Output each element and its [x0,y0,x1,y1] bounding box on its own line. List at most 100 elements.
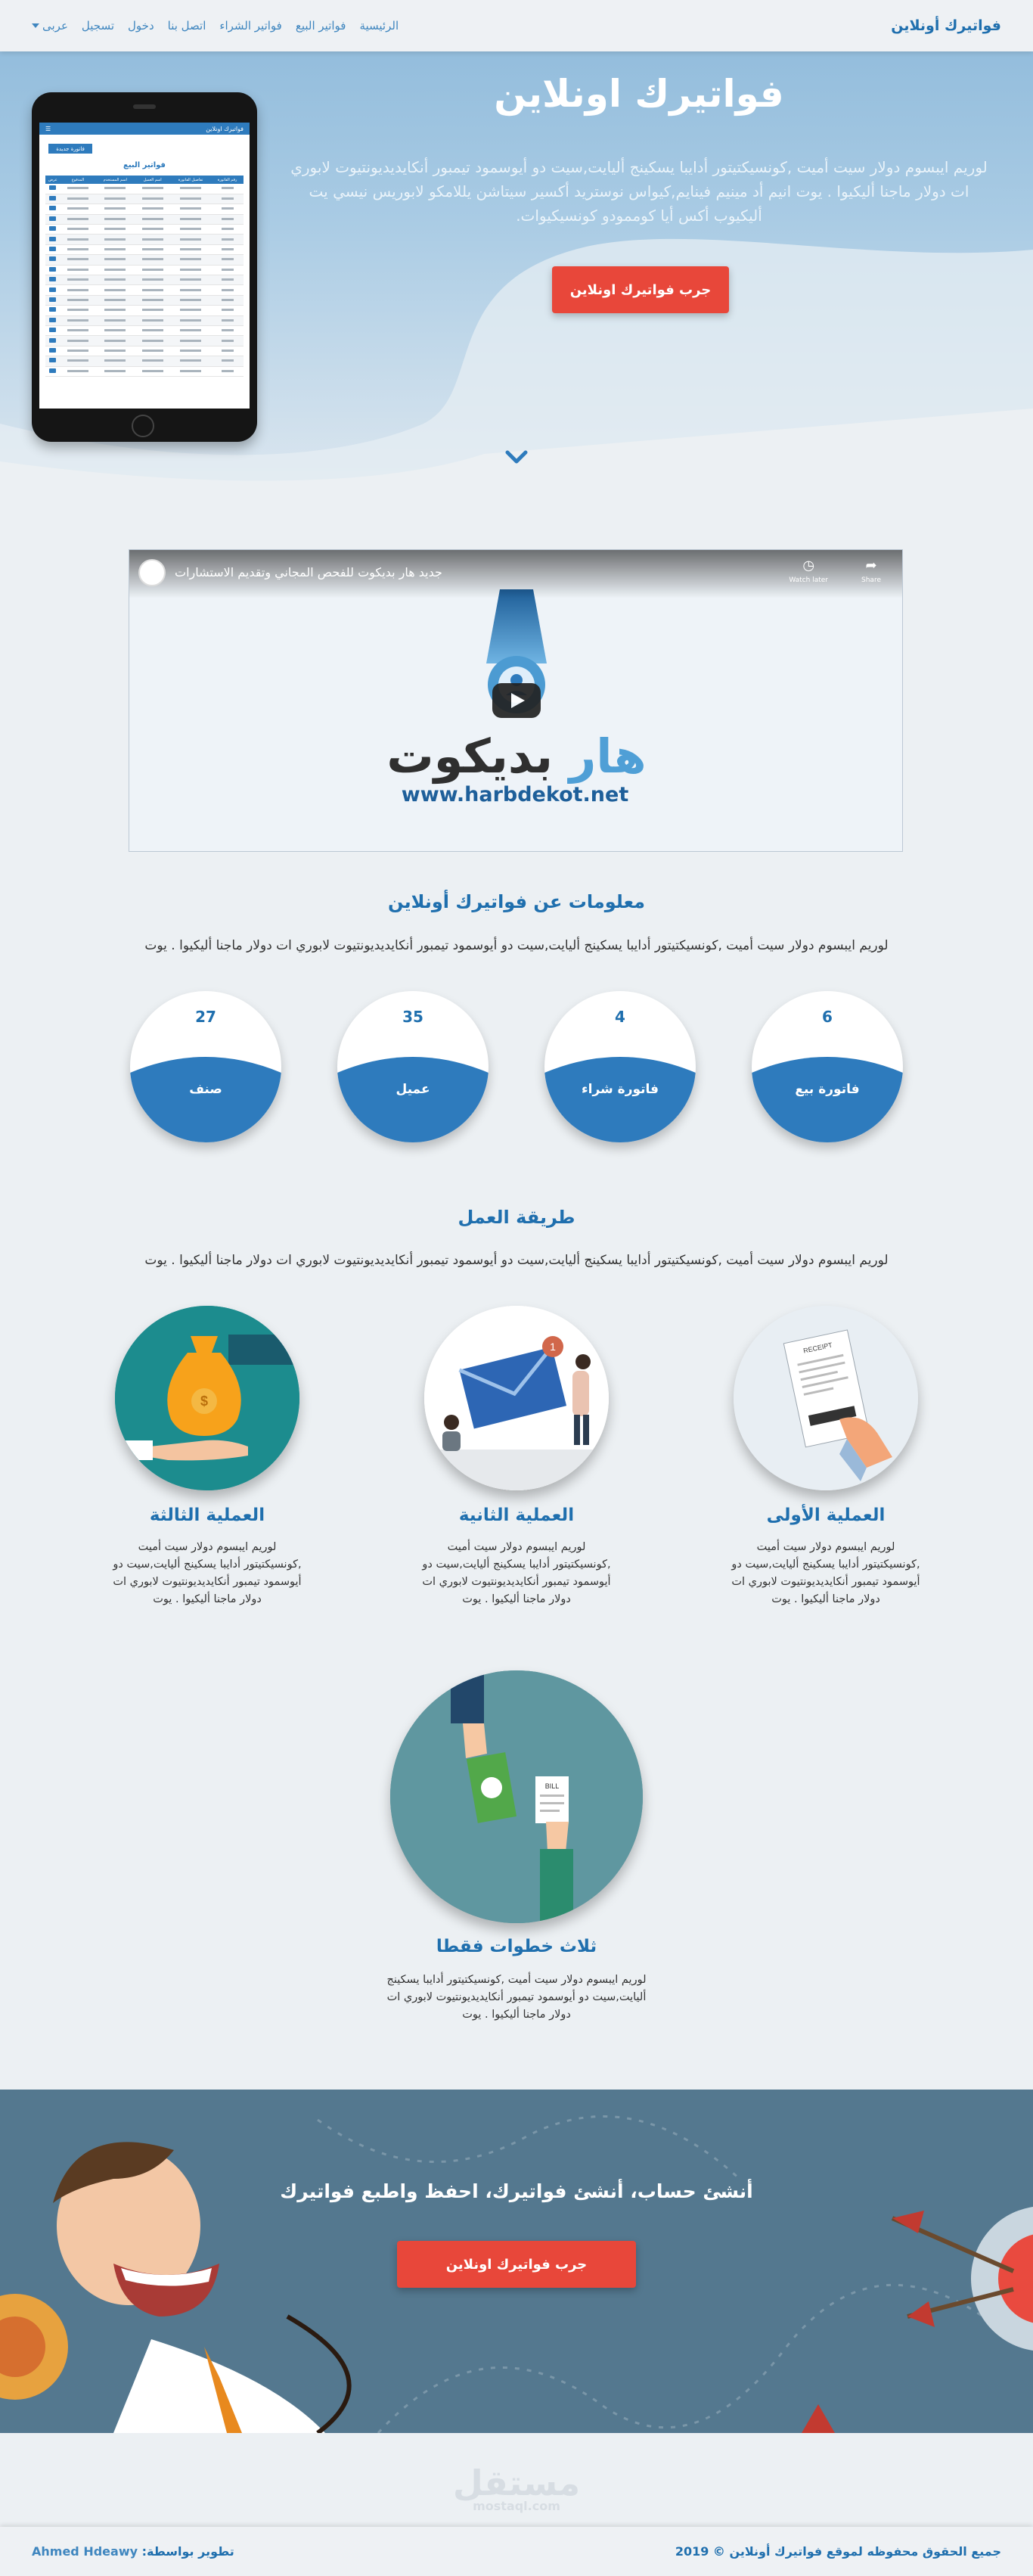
placeholder-text-line [221,228,234,231]
placeholder-text-line [104,228,126,231]
work-text: لوريم ايبسوم دولار سيت أميت ,كونسيكتيتور… [144,1253,889,1268]
video-player[interactable]: جديد هار بديكوت للفحص المجاني وتقديم الا… [129,549,903,852]
placeholder-text-line [141,238,163,241]
phone-table-cell [135,295,170,306]
placeholder-text-line [180,238,202,241]
view-icon [49,328,57,333]
phone-table-cell [95,204,135,215]
placeholder-text-line [221,197,234,200]
nav-purchase-invoices[interactable]: فواتير الشراء [219,19,282,33]
chevron-down-icon[interactable] [504,446,529,468]
placeholder-text-line [141,187,163,190]
hero-title: فواتيرك اونلاين [494,72,784,116]
placeholder-text-line [221,248,234,251]
hero-try-button[interactable]: جرب فواتيرك اونلاين [552,266,729,313]
phone-table-cell [135,305,170,316]
placeholder-text-line [141,207,163,210]
play-icon[interactable] [492,683,541,718]
cta-try-button[interactable]: جرب فواتيرك اونلاين [397,2241,636,2288]
placeholder-text-line [141,217,163,220]
placeholder-text-line [180,349,202,352]
step-1-text: لوريم ايبسوم دولار سيت أميت ,كونسيكتيتور… [731,1541,920,1605]
view-icon [49,236,57,241]
channel-avatar[interactable] [138,559,166,586]
phone-table-cell [45,184,60,194]
phone-table-cell [45,275,60,286]
placeholder-text-line [180,217,202,220]
phone-table-cell [135,204,170,215]
phone-table-header: تفاصيل الفاتورة [169,176,212,184]
share-action[interactable]: ➦ Share [861,558,881,584]
placeholder-text-line [221,278,234,281]
phone-table-cell [211,224,244,235]
phone-table-cell [211,346,244,357]
placeholder-text-line [67,298,88,301]
phone-table-cell [169,184,212,194]
nav-contact[interactable]: اتصل بنا [167,19,206,33]
stat-label: عميل [396,1082,430,1097]
placeholder-text-line [67,248,88,251]
phone-table-row [45,234,244,245]
phone-table-cell [95,254,135,266]
stat-wave-shape [337,1057,489,1142]
placeholder-text-line [221,319,234,322]
video-brand-url: www.harbdekot.net [401,783,629,806]
phone-table-cell [95,295,135,306]
step-4-title: ثلاث خطوات فقطا [436,1937,597,1956]
stat-label: فاتورة بيع [795,1082,860,1097]
watch-later-action[interactable]: ◷ Watch later [789,558,828,584]
view-icon [49,358,57,363]
info-text: لوريم ايبسوم دولار سيت أميت ,كونسيكتيتور… [144,938,889,953]
language-label: عربى [42,19,68,33]
phone-table-cell [211,275,244,286]
view-icon [49,277,57,282]
phone-table-row [45,265,244,276]
phone-table-cell [211,335,244,346]
phone-table-cell [60,234,96,245]
placeholder-text-line [141,288,163,291]
phone-table-title: فواتير البيع [123,161,166,169]
nav-register[interactable]: تسجيل [81,19,115,33]
placeholder-text-line [67,228,88,231]
phone-table-cell [95,224,135,235]
phone-table-cell [60,315,96,326]
placeholder-text-line [104,329,126,332]
placeholder-text-line [104,278,126,281]
placeholder-text-line [221,207,234,210]
phone-table-cell [135,234,170,245]
phone-app-bar: فواتيرك اونلاين ☰ [39,123,250,135]
phone-table-cell [169,234,212,245]
site-brand[interactable]: فواتيرك أونلاين [891,17,1001,34]
placeholder-text-line [180,319,202,322]
placeholder-text-line [141,298,163,301]
placeholder-text-line [221,329,234,332]
stat-wave-shape [544,1057,696,1142]
share-label: Share [861,576,881,584]
view-icon [49,297,57,302]
video-title[interactable]: جديد هار بديكوت للفحص المجاني وتقديم الا… [175,565,442,580]
view-icon [49,226,57,231]
developer-name[interactable]: Ahmed Hdeawy [32,2544,138,2559]
phone-table-cell [211,356,244,367]
phone-table-cell [60,356,96,367]
nav-sales-invoices[interactable]: فواتير البيع [295,19,346,33]
nav-home[interactable]: الرئيسية [359,19,399,33]
money-bag-icon: $ [115,1306,299,1490]
stat-customers: 35 عميل [337,991,489,1142]
phone-table-cell [135,315,170,326]
phone-table-cell [169,284,212,296]
nav-login[interactable]: دخول [128,19,154,33]
phone-table-cell [169,295,212,306]
phone-table-cell [45,254,60,266]
phone-table-cell [60,214,96,225]
language-dropdown[interactable]: عربى [32,19,68,33]
stat-sales-invoices: 6 فاتورة بيع [752,991,903,1142]
phone-table-cell [45,315,60,326]
phone-table-cell [45,284,60,296]
phone-table-cell [60,335,96,346]
phone-table-cell [211,265,244,276]
bill-label: BILL [545,1782,560,1790]
phone-table-cell [135,184,170,194]
placeholder-text-line [67,197,88,200]
phone-table-header: اسم العميل [135,176,170,184]
